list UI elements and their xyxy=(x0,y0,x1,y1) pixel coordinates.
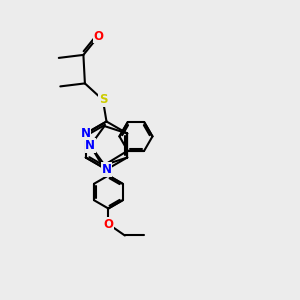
Text: N: N xyxy=(81,127,91,140)
Text: S: S xyxy=(99,93,107,106)
Text: N: N xyxy=(101,163,112,176)
Text: N: N xyxy=(85,139,95,152)
Text: O: O xyxy=(93,30,103,43)
Text: O: O xyxy=(103,218,113,231)
